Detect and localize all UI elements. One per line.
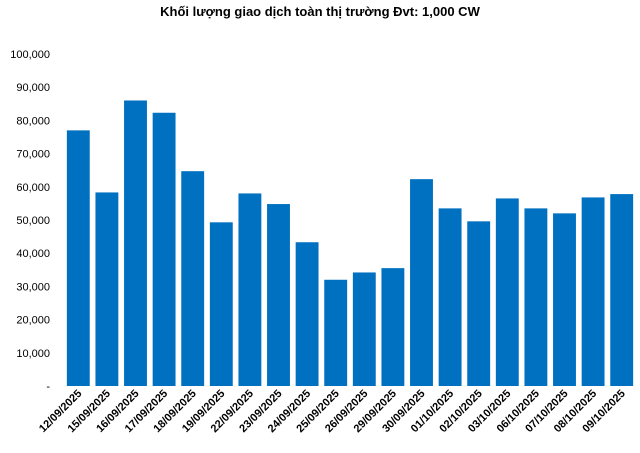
bar-09/10/2025 (610, 194, 634, 386)
bar-29/09/2025 (381, 268, 405, 386)
y-tick-label: 80,000 (16, 115, 50, 127)
y-tick-label: 20,000 (16, 315, 50, 327)
bar-06/10/2025 (524, 208, 548, 386)
bar-17/09/2025 (152, 112, 176, 386)
y-tick-label: 70,000 (16, 149, 50, 161)
bar-30/09/2025 (410, 179, 433, 386)
chart-title: Khối lượng giao dịch toàn thị trường Đvt… (160, 4, 480, 19)
y-axis-ticks: - 10,000 20,000 30,000 40,000 50,000 60,000 70,… (10, 49, 50, 393)
bar-12/09/2025 (66, 130, 90, 386)
y-tick-label: 50,000 (16, 215, 50, 227)
y-tick-label: - (46, 381, 50, 393)
bar-24/09/2025 (295, 242, 319, 386)
bars (66, 100, 634, 386)
y-tick-label: 60,000 (16, 182, 50, 194)
y-tick-label: 40,000 (16, 248, 50, 260)
bar-22/09/2025 (238, 193, 262, 386)
y-tick-label: 30,000 (16, 281, 50, 293)
bar-25/09/2025 (324, 279, 348, 386)
bar-23/09/2025 (267, 204, 290, 386)
bar-15/09/2025 (95, 192, 119, 386)
bar-07/10/2025 (553, 213, 576, 386)
y-tick-label: 100,000 (10, 49, 50, 61)
bar-01/10/2025 (438, 208, 462, 386)
y-tick-label: 10,000 (16, 348, 50, 360)
bar-26/09/2025 (352, 272, 376, 386)
x-axis-ticks: 12/09/202515/09/202516/09/202517/09/2025… (37, 388, 628, 435)
bar-03/10/2025 (495, 198, 519, 386)
bar-02/10/2025 (467, 221, 491, 386)
bar-16/09/2025 (124, 100, 147, 386)
y-tick-label: 90,000 (16, 82, 50, 94)
bar-08/10/2025 (581, 197, 605, 386)
bar-19/09/2025 (209, 222, 233, 386)
bar-18/09/2025 (181, 171, 205, 386)
